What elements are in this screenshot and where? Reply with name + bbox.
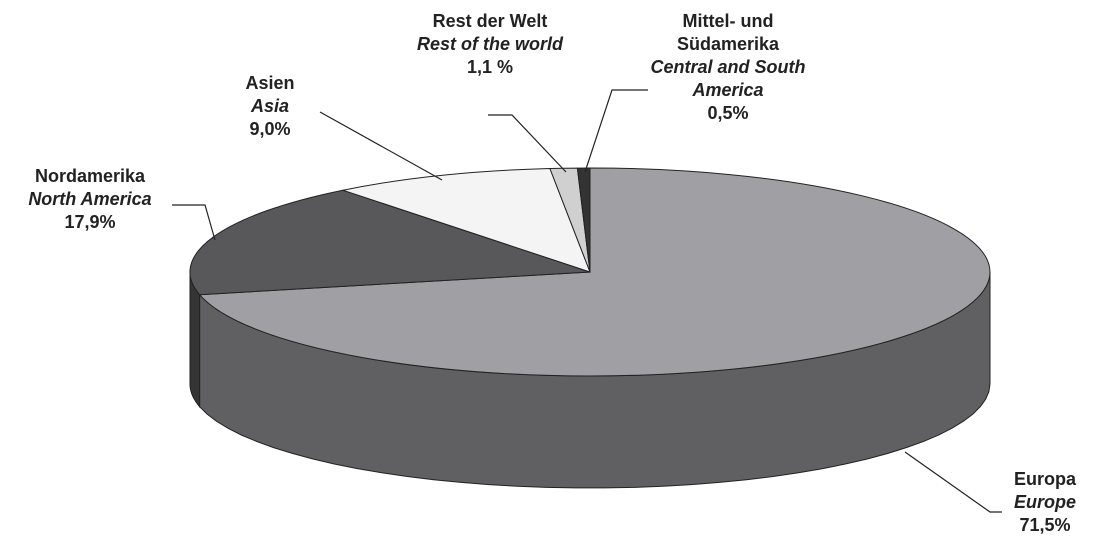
- value-label: 0,5%: [707, 103, 749, 123]
- category-label: Central and South America: [650, 57, 806, 100]
- slice-label: Nordamerika North America 17,9%: [5, 165, 175, 234]
- value-label: 1,1 %: [466, 57, 514, 77]
- slice: [198, 167, 991, 377]
- category-label: North America: [28, 189, 152, 209]
- category-label: Asien: [245, 73, 295, 93]
- leader-line: [584, 89, 648, 173]
- leader-line: [319, 111, 443, 181]
- leader-line: [904, 451, 1002, 513]
- slice-label: Rest der Welt Rest of the world 1,1 %: [390, 10, 590, 79]
- slice: [340, 167, 591, 273]
- slice-label: Europa Europe 71,5%: [975, 468, 1093, 537]
- category-label: Europa: [1013, 469, 1076, 489]
- value-label: 17,9%: [64, 212, 116, 232]
- category-label: Rest der Welt: [432, 11, 548, 31]
- slice: [189, 189, 591, 296]
- leader-line: [172, 204, 216, 241]
- category-label: Europe: [1013, 492, 1076, 512]
- slice-label: Mittel- und Südamerika Central and South …: [637, 10, 819, 125]
- slice-label: Asien Asia 9,0%: [210, 72, 330, 141]
- category-label: Asia: [250, 96, 290, 116]
- slice: [576, 167, 591, 273]
- value-label: 71,5%: [1019, 515, 1071, 535]
- category-label: Mittel- und Südamerika: [676, 11, 780, 54]
- category-label: Rest of the world: [416, 34, 563, 54]
- leader-line: [488, 114, 567, 173]
- category-label: Nordamerika: [34, 166, 146, 186]
- value-label: 9,0%: [249, 119, 291, 139]
